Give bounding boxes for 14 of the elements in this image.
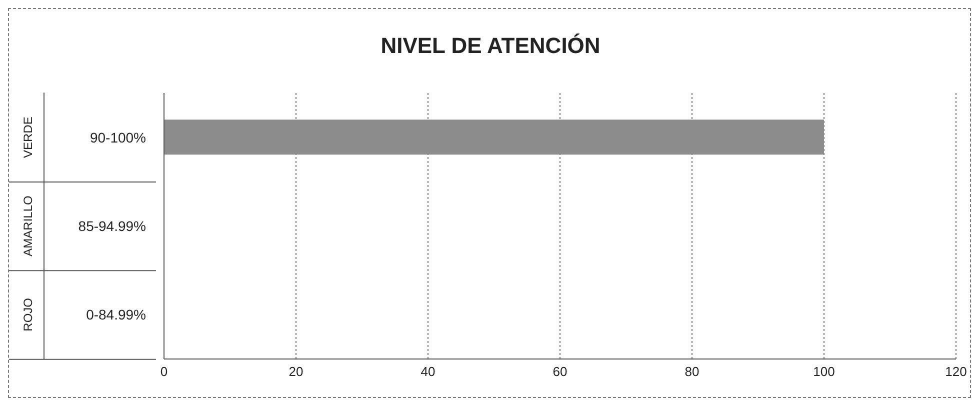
x-tick-label: 40 [420,364,436,380]
text: VERDE [21,116,35,158]
y-tick-label: 90-100% [90,129,146,146]
y-tick-label: 0-84.99% [86,306,146,323]
x-tick-label: 20 [288,364,304,380]
text: AMARILLO [21,196,35,256]
x-tick-label: 120 [945,364,967,380]
x-tick-label: 100 [813,364,835,380]
x-tick-label: 0 [160,364,168,380]
y-tick-label: 85-94.99% [78,218,146,234]
chart-title: NIVEL DE ATENCIÓN [380,33,602,59]
x-tick-label: 60 [552,364,568,380]
text: ROJO [21,298,35,332]
x-tick-label: 80 [684,364,700,380]
